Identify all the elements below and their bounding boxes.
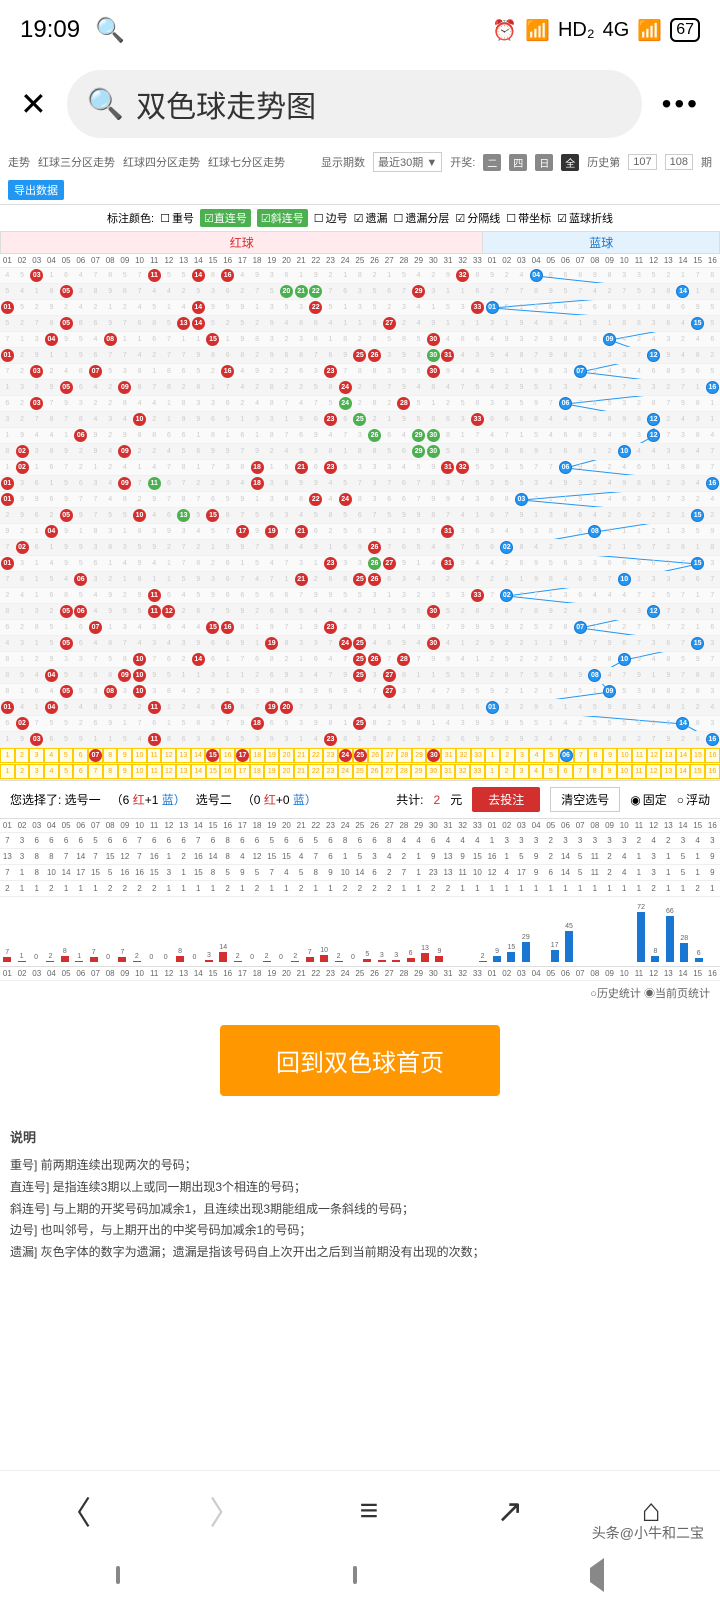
filter-row: 标注颜色: ☐重号 ☑直连号 ☑斜连号 ☐边号 ☑遗漏 ☐遗漏分层 ☑分隔线 ☐… <box>0 205 720 231</box>
radio-hist[interactable]: ○历史统计 <box>590 988 641 1000</box>
trend-row: 6203793228441833624874752428228512583359… <box>0 396 720 412</box>
radio-fixed[interactable]: ◉固定 <box>630 791 667 808</box>
stats-options: ○历史统计 ◉当前页统计 <box>0 981 720 1005</box>
sys-back-icon[interactable] <box>590 1568 604 1582</box>
selection-row[interactable]: 1234560789101112131415161718192021222324… <box>0 748 720 764</box>
trend-row: 0141045489221112461667192073381444988160… <box>0 700 720 716</box>
alarm-icon: ⏰ <box>492 18 517 43</box>
trend-row: 4315056487434396691198337242546943041252… <box>0 636 720 652</box>
trend-row: 1339056420987828174282258242679484754295… <box>0 380 720 396</box>
trend-row: 0199697748297876591388224248366799436803… <box>0 492 720 508</box>
chk-miss[interactable]: ☑遗漏 <box>354 210 388 226</box>
search-input[interactable]: 🔍 双色球走势图 <box>67 70 642 138</box>
hd-icon: HD₂ <box>558 19 595 42</box>
system-nav <box>0 1550 720 1600</box>
recent-apps-icon[interactable] <box>116 1568 120 1582</box>
bar-chart: 7102817072008031420202710205336139291529… <box>0 897 720 967</box>
bet-button[interactable]: 去投注 <box>472 787 540 812</box>
chk-divider[interactable]: ☑分隔线 <box>455 210 500 226</box>
trend-row: 0152924212451414959135322513523415333015… <box>0 300 720 316</box>
watermark: 头条@小牛和二宝 <box>586 1521 710 1545</box>
forward-icon[interactable]: 〉 <box>209 1488 241 1534</box>
trend-row: 9210491831839345717919721625633157313634… <box>0 524 720 540</box>
export-button[interactable]: 导出数据 <box>8 180 64 200</box>
home-button[interactable]: 回到双色球首页 <box>220 1025 500 1096</box>
trend-row: 7130495408116711151983238182658530486493… <box>0 332 720 348</box>
tab-red3[interactable]: 红球三分区走势 <box>38 154 115 170</box>
trend-row: 1944106929886618161876947326642930817471… <box>0 428 720 444</box>
trend-row: 0129119677427798682968769252639330314394… <box>0 348 720 364</box>
nav-tabs: 走势 红球三分区走势 红球四分区走势 红球七分区走势 显示期数 最近30期 ▼ … <box>0 148 720 205</box>
trend-row: 7026199383592721997384916926765467560284… <box>0 540 720 556</box>
battery: 67 <box>670 18 700 42</box>
close-icon[interactable]: ✕ <box>20 85 47 123</box>
chk-coord[interactable]: ☐带坐标 <box>506 210 551 226</box>
period-select[interactable]: 最近30期 ▼ <box>373 152 442 172</box>
trend-row: 4503164785711551481649361921821542932892… <box>0 268 720 284</box>
chk-layer[interactable]: ☐遗漏分层 <box>393 210 449 226</box>
hist-from[interactable]: 107 <box>628 154 656 170</box>
bar-number-header: 0102030405060708091011121314151617181920… <box>0 967 720 981</box>
trend-row: 8023892940922456997924538188562930589586… <box>0 444 720 460</box>
day-sun[interactable]: 日 <box>535 154 553 171</box>
signal-bars: 📶 <box>637 18 662 43</box>
trend-row: 5418053898744253627520212276356729311627… <box>0 284 720 300</box>
trend-row: 2416854929116459665667995531323533370277… <box>0 588 720 604</box>
summary-bar: 您选择了: 选号一 （6 红+1 蓝） 选号二 （0 红+0 蓝） 共计: 2 … <box>0 780 720 819</box>
trend-row: 8132050649551112267592665444213553052878… <box>0 604 720 620</box>
tab-red4[interactable]: 红球四分区走势 <box>123 154 200 170</box>
chart-header: 红球 蓝球 <box>0 231 720 254</box>
radio-float[interactable]: ○浮动 <box>677 791 710 808</box>
day-all[interactable]: 全 <box>561 154 579 171</box>
day-2[interactable]: 二 <box>483 154 501 171</box>
stats-number-header: 0102030405060708091011121314151617181920… <box>0 819 720 833</box>
back-icon[interactable]: 〈 <box>59 1488 91 1534</box>
trend-row: 3278784341021996513319623625219586333666… <box>0 412 720 428</box>
trend-row: 7203248075381865216492263237883553094491… <box>0 364 720 380</box>
red-header: 红球 <box>1 232 483 253</box>
trend-row: 1021672124147817381815216235333459313255… <box>0 460 720 476</box>
clear-button[interactable]: 清空选号 <box>550 787 620 812</box>
day-4[interactable]: 四 <box>509 154 527 171</box>
chk-blueline[interactable]: ☑蓝球折线 <box>557 210 613 226</box>
chk-straight[interactable]: ☑直连号 <box>200 209 251 227</box>
number-header: 0102030405060708091011121314151617181920… <box>0 254 720 268</box>
time: 19:09 <box>20 16 80 44</box>
chk-repeat[interactable]: ☐重号 <box>160 210 194 226</box>
trend-row: 6285160713436441516819719232861499799992… <box>0 620 720 636</box>
search-row: ✕ 🔍 双色球走势图 ••• <box>0 60 720 148</box>
signal-icon: 4G <box>603 19 630 42</box>
trend-row: 6027552691761583791865398125825814393955… <box>0 716 720 732</box>
wifi-icon: 📶 <box>525 18 550 43</box>
trend-row: 0136156340971167223418369945737678375355… <box>0 476 720 492</box>
chk-diag[interactable]: ☑斜连号 <box>257 209 308 227</box>
tab-trend[interactable]: 走势 <box>8 154 30 170</box>
tab-red7[interactable]: 红球七分区走势 <box>208 154 285 170</box>
trend-row: 1903659115411863865393142381981323695293… <box>0 732 720 748</box>
trend-row: 8540453680910951131126934792532781155928… <box>0 668 720 684</box>
trend-row: 5278058697685131452529488411627249131319… <box>0 316 720 332</box>
trend-row: 8164055308310384291938839694727374795921… <box>0 684 720 700</box>
trend-row: 2962059755104613515875634585675998741679… <box>0 508 720 524</box>
status-bar: 19:09 🔍 ⏰ 📶 HD₂ 4G 📶 67 <box>0 0 720 60</box>
radio-current[interactable]: ◉当前页统计 <box>644 988 710 1000</box>
trend-row: 8129337581076214617682164725267287994125… <box>0 652 720 668</box>
more-icon[interactable]: ••• <box>662 88 700 120</box>
menu-icon[interactable]: ≡ <box>360 1492 379 1529</box>
blue-header: 蓝球 <box>483 232 719 253</box>
sys-home-icon[interactable] <box>353 1568 357 1582</box>
description: 说明 重号] 前两期连续出现两次的号码； 直连号] 是指连续3期以上或同一期出现… <box>0 1116 720 1273</box>
selection-row[interactable]: 1234567891011121314151617181920212223242… <box>0 764 720 780</box>
search-icon: 🔍 <box>87 87 124 122</box>
trend-row: 7815406321811593674712126825266343267281… <box>0 572 720 588</box>
stats-table: 7366665667666768665665686684464441333233… <box>0 833 720 897</box>
hist-to[interactable]: 108 <box>665 154 693 170</box>
trend-row: 0131495614941782615473123332627914319442… <box>0 556 720 572</box>
search-icon[interactable]: 🔍 <box>95 16 125 45</box>
trend-chart: 4503164785711551481649361921821542932892… <box>0 268 720 780</box>
share-icon[interactable]: ↗ <box>496 1492 523 1530</box>
chk-edge[interactable]: ☐边号 <box>314 210 348 226</box>
